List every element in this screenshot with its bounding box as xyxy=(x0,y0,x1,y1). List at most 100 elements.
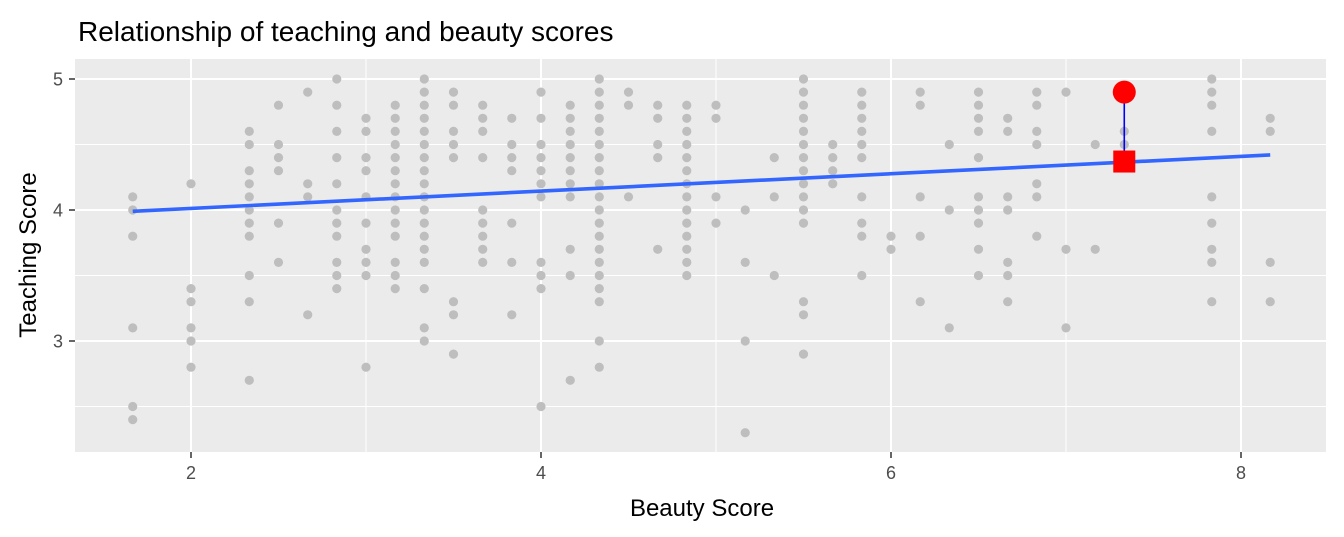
data-point xyxy=(682,257,692,267)
data-point xyxy=(682,126,692,136)
data-point xyxy=(682,139,692,150)
data-point xyxy=(536,257,546,267)
data-point xyxy=(973,100,984,110)
data-point xyxy=(128,401,138,412)
data-point xyxy=(1003,270,1013,281)
data-point xyxy=(682,218,692,228)
plot-panel xyxy=(75,59,1326,452)
data-point xyxy=(419,336,429,346)
data-point xyxy=(332,231,342,241)
data-point xyxy=(1032,87,1042,97)
data-point xyxy=(565,166,575,176)
data-point xyxy=(448,349,459,359)
data-point xyxy=(507,153,517,163)
data-point xyxy=(332,218,342,228)
data-point xyxy=(594,231,604,241)
data-point xyxy=(623,87,634,97)
data-point xyxy=(273,139,284,150)
data-point xyxy=(594,100,604,110)
data-point xyxy=(711,218,721,228)
data-point xyxy=(565,139,575,150)
data-point xyxy=(594,336,604,346)
data-point xyxy=(798,126,809,136)
data-point xyxy=(594,113,604,123)
data-point xyxy=(244,270,254,281)
y-tick-label: 5 xyxy=(53,70,63,90)
data-point xyxy=(332,257,342,267)
data-point xyxy=(1207,100,1217,110)
data-point xyxy=(798,192,809,202)
data-point xyxy=(390,231,400,241)
data-point xyxy=(798,297,809,307)
data-point xyxy=(798,87,809,97)
data-point xyxy=(828,179,838,189)
data-point xyxy=(682,166,692,176)
data-point xyxy=(682,270,692,281)
data-point xyxy=(244,231,254,241)
data-point xyxy=(448,310,459,320)
data-point xyxy=(1003,192,1013,202)
data-point xyxy=(1003,126,1013,136)
data-point xyxy=(886,231,896,241)
data-point xyxy=(828,153,838,163)
observed-value-marker xyxy=(1112,80,1136,104)
data-point xyxy=(332,205,342,215)
data-point xyxy=(798,166,809,176)
data-point xyxy=(711,100,721,110)
data-point xyxy=(740,257,750,267)
data-point xyxy=(478,218,488,228)
major-gridlines xyxy=(75,59,1326,452)
data-point xyxy=(478,231,488,241)
data-point xyxy=(448,100,459,110)
data-point xyxy=(1032,179,1042,189)
data-point xyxy=(682,113,692,123)
data-point xyxy=(332,74,342,84)
data-point xyxy=(273,218,284,228)
data-point xyxy=(594,270,604,281)
data-point xyxy=(944,323,954,333)
data-point xyxy=(332,100,342,110)
data-point xyxy=(769,192,779,202)
data-point xyxy=(740,336,750,346)
data-point xyxy=(594,205,604,215)
x-axis-ticks: 2 4 6 8 xyxy=(186,452,1246,483)
data-point xyxy=(1090,244,1100,254)
data-point xyxy=(419,87,429,97)
data-point xyxy=(419,153,429,163)
data-points xyxy=(128,74,1275,438)
data-point xyxy=(798,139,809,150)
data-point xyxy=(682,192,692,202)
data-point xyxy=(798,153,809,163)
data-point xyxy=(390,257,400,267)
data-point xyxy=(798,74,809,84)
data-point xyxy=(594,218,604,228)
x-tick-label: 6 xyxy=(886,463,896,483)
data-point xyxy=(244,205,254,215)
data-point xyxy=(419,244,429,254)
data-point xyxy=(448,297,459,307)
data-point xyxy=(973,153,984,163)
data-point xyxy=(1207,297,1217,307)
data-point xyxy=(682,100,692,110)
data-point xyxy=(973,87,984,97)
x-tick-label: 8 xyxy=(1236,463,1246,483)
data-point xyxy=(594,284,604,294)
data-point xyxy=(565,375,575,385)
data-point xyxy=(653,100,663,110)
data-point xyxy=(390,218,400,228)
data-point xyxy=(1207,218,1217,228)
data-point xyxy=(419,100,429,110)
data-point xyxy=(244,139,254,150)
y-tick-label: 3 xyxy=(53,332,63,352)
data-point xyxy=(244,297,254,307)
data-point xyxy=(857,231,867,241)
data-point xyxy=(332,284,342,294)
regression-fit xyxy=(132,153,1271,214)
data-point xyxy=(915,231,925,241)
data-point xyxy=(536,166,546,176)
highlighted-residual xyxy=(1112,80,1136,173)
y-axis-ticks: 3 4 5 xyxy=(53,70,75,352)
data-point xyxy=(857,126,867,136)
data-point xyxy=(682,231,692,241)
data-point xyxy=(361,166,371,176)
